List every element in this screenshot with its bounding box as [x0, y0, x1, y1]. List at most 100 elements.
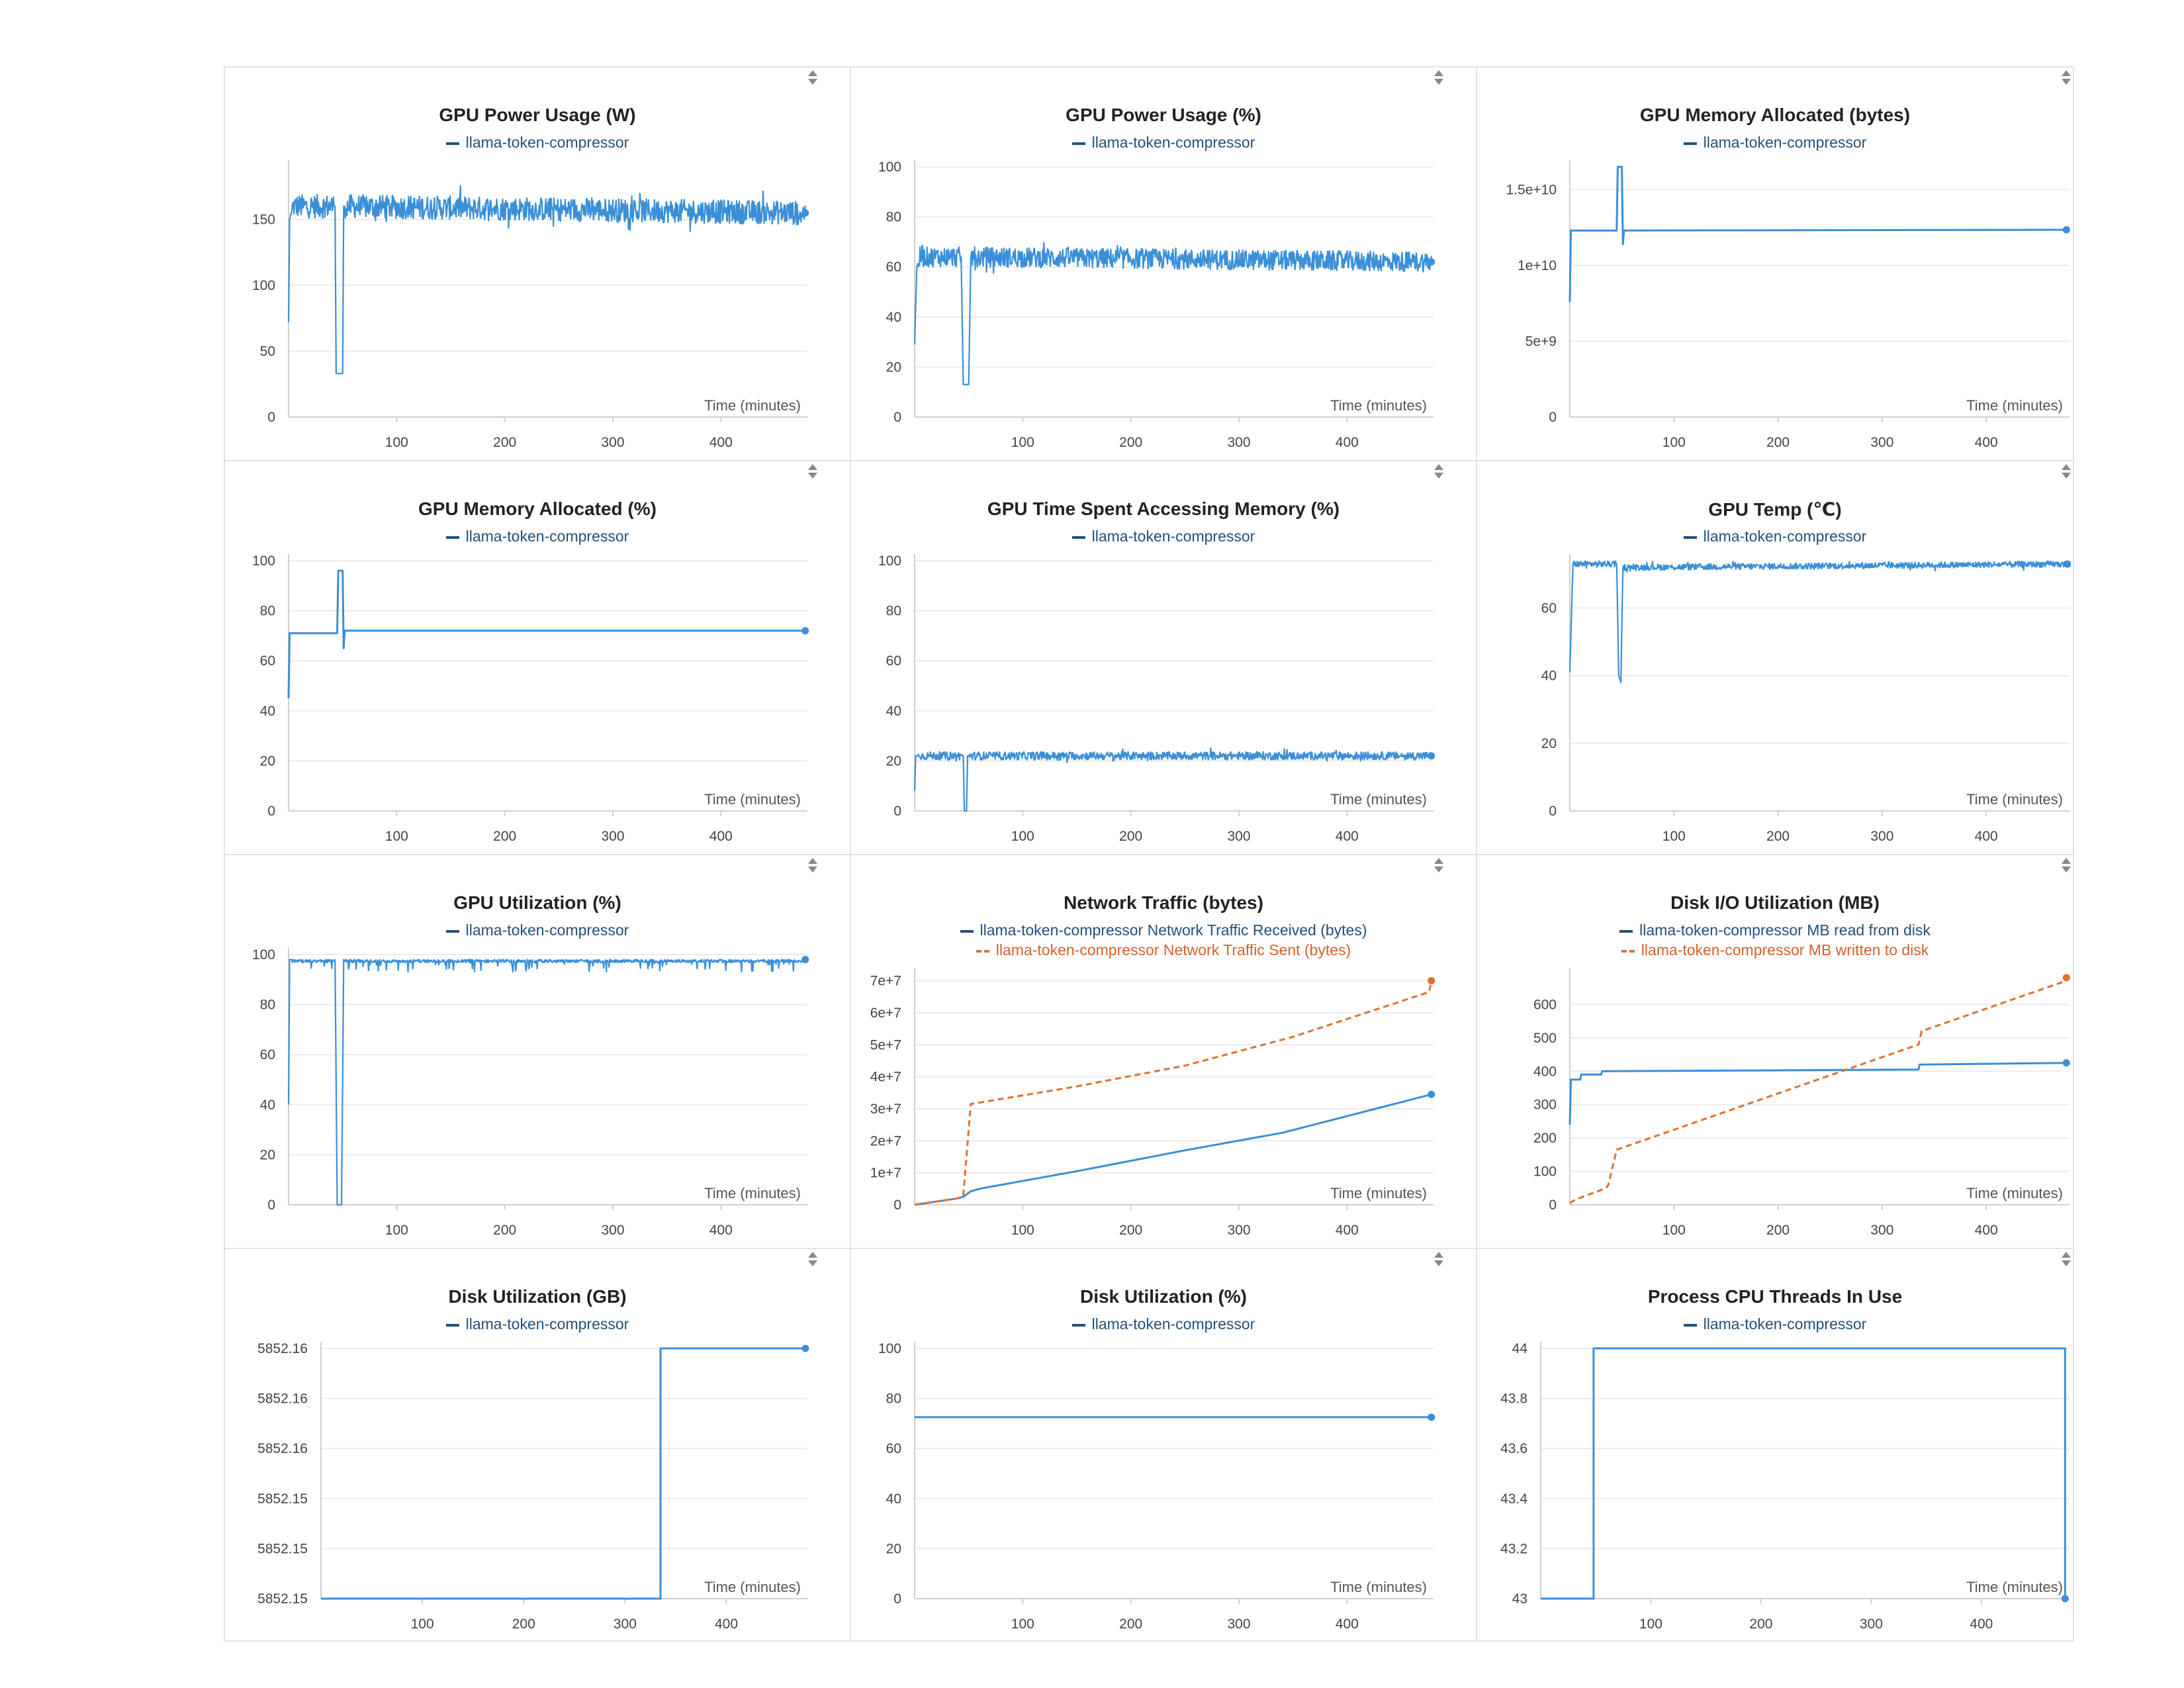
y-tick-label: 3e+7	[870, 1102, 901, 1117]
x-axis-label: Time (minutes)	[1330, 791, 1427, 808]
chart-legend[interactable]: llama-token-compressor	[851, 1314, 1476, 1334]
chart-legend[interactable]: llama-token-compressor Network Traffic R…	[851, 920, 1476, 960]
plot-svg: 5852.15 5852.15 5852.15 5852.16 5852.16 5852.…	[257, 1341, 809, 1632]
chart-legend[interactable]: llama-token-compressor	[851, 526, 1476, 546]
y-tick-label: 5852.15	[257, 1541, 308, 1556]
chart-legend[interactable]: llama-token-compressor	[225, 920, 850, 940]
chart-panel: Disk Utilization (%) llama-token-compress…	[850, 1248, 1477, 1642]
legend-entry[interactable]: llama-token-compressor MB written to dis…	[1477, 940, 2073, 960]
chart-title: Disk Utilization (%)	[1079, 1286, 1247, 1307]
chart-legend[interactable]: llama-token-compressor	[225, 1314, 850, 1334]
series-line	[321, 1347, 805, 1600]
x-axis-label: Time (minutes)	[1330, 397, 1427, 414]
chart-legend[interactable]: llama-token-compressor	[1477, 132, 2073, 152]
y-tick-label: 40	[1541, 669, 1557, 684]
plot-svg: 43 43.2 43.4 43.6 43.8 44 100 200 300 400 Time (mi…	[1500, 1341, 2070, 1632]
legend-entry[interactable]: llama-token-compressor	[225, 526, 850, 546]
sort-arrows-icon[interactable]	[806, 1249, 819, 1269]
y-tick-label: 60	[260, 1047, 275, 1062]
y-tick-label: 500	[1533, 1031, 1557, 1046]
sort-arrows-icon[interactable]	[1432, 461, 1445, 481]
x-tick-label: 300	[1870, 829, 1893, 844]
y-tick-label: 50	[260, 344, 275, 359]
sort-arrows-icon[interactable]	[1432, 1249, 1445, 1269]
x-tick-label: 300	[601, 829, 624, 844]
plot-svg: 0 5e+9 1e+10 1.5e+10 100 200 300 400 Time (minut…	[1506, 160, 2070, 450]
x-tick-label: 400	[1975, 435, 1998, 450]
legend-entry[interactable]: llama-token-compressor	[1477, 1314, 2073, 1334]
chart-title: Process CPU Threads In Use	[1647, 1286, 1903, 1307]
series-line	[287, 959, 806, 1206]
chart-panel: GPU Power Usage (%) llama-token-compresso…	[850, 66, 1477, 461]
legend-swatch	[445, 929, 459, 933]
sort-arrows-icon[interactable]	[806, 68, 819, 87]
legend-entry[interactable]: llama-token-compressor	[1477, 132, 2073, 152]
x-tick-label: 100	[385, 1223, 408, 1238]
sort-arrows-icon[interactable]	[2060, 1249, 2073, 1269]
y-tick-label: 100	[1533, 1164, 1557, 1180]
series-line	[913, 747, 1432, 812]
y-tick-label: 1.5e+10	[1506, 182, 1557, 197]
y-tick-label: 60	[1541, 601, 1557, 616]
legend-entry[interactable]: llama-token-compressor	[225, 1314, 850, 1334]
chart-panel: GPU Power Usage (W) llama-token-compresso…	[224, 66, 851, 461]
legend-entry[interactable]: llama-token-compressor	[851, 526, 1476, 546]
legend-entry[interactable]: llama-token-compressor MB read from disk	[1477, 920, 2073, 940]
x-axis-label: Time (minutes)	[1330, 1579, 1427, 1595]
x-tick-label: 200	[1766, 435, 1790, 450]
chart-legend[interactable]: llama-token-compressor	[225, 132, 850, 152]
legend-entry[interactable]: llama-token-compressor	[1477, 526, 2073, 546]
x-tick-label: 300	[1870, 1223, 1893, 1238]
legend-entry[interactable]: llama-token-compressor Network Traffic S…	[851, 940, 1476, 960]
x-tick-label: 400	[1975, 1223, 1998, 1238]
chart-legend[interactable]: llama-token-compressor	[225, 526, 850, 546]
chart-legend[interactable]: llama-token-compressor MB read from disk…	[1477, 920, 2073, 960]
y-tick-label: 6e+7	[870, 1006, 901, 1021]
legend-swatch	[445, 536, 459, 539]
legend-swatch	[1071, 1323, 1085, 1327]
sort-arrows-icon[interactable]	[2060, 461, 2073, 481]
y-tick-label: 7e+7	[870, 974, 901, 989]
y-tick-label: 60	[260, 653, 275, 669]
sort-arrows-icon[interactable]	[1432, 68, 1445, 87]
y-tick-label: 0	[1549, 1197, 1557, 1213]
series-end-point	[801, 627, 809, 635]
x-tick-label: 300	[1227, 1223, 1250, 1238]
chart-legend[interactable]: llama-token-compressor	[851, 132, 1476, 152]
sort-arrows-icon[interactable]	[806, 855, 819, 875]
legend-entry[interactable]: llama-token-compressor	[851, 1314, 1476, 1334]
y-tick-label: 0	[893, 1197, 901, 1213]
x-axis-label: Time (minutes)	[704, 1579, 801, 1595]
legend-label: llama-token-compressor	[1091, 1315, 1255, 1333]
x-tick-label: 400	[1336, 1223, 1359, 1238]
series-line	[1569, 1062, 2067, 1125]
legend-entry[interactable]: llama-token-compressor	[225, 920, 850, 940]
chart-legend[interactable]: llama-token-compressor	[1477, 1314, 2073, 1334]
sort-arrows-icon[interactable]	[1432, 855, 1445, 875]
sort-arrows-icon[interactable]	[2060, 855, 2073, 875]
legend-entry[interactable]: llama-token-compressor Network Traffic R…	[851, 920, 1476, 940]
legend-entry[interactable]: llama-token-compressor	[851, 132, 1476, 152]
series-line	[287, 185, 806, 375]
chart-legend[interactable]: llama-token-compressor	[1477, 526, 2073, 546]
series-line	[1569, 560, 2068, 683]
x-tick-label: 100	[1011, 1617, 1034, 1632]
legend-entry[interactable]: llama-token-compressor	[225, 132, 850, 152]
chart-panel: GPU Utilization (%) llama-token-compresso…	[224, 854, 851, 1249]
series-end-point	[1428, 1090, 1435, 1098]
y-tick-label: 20	[1541, 736, 1557, 751]
chart-panel: Disk I/O Utilization (MB) llama-token-com…	[1476, 854, 2074, 1249]
x-tick-label: 200	[1766, 829, 1790, 844]
sort-arrows-icon[interactable]	[806, 461, 819, 481]
x-tick-label: 200	[493, 435, 516, 450]
y-tick-label: 60	[886, 653, 901, 669]
x-tick-label: 200	[1749, 1617, 1772, 1632]
y-tick-label: 0	[267, 410, 275, 425]
sort-arrows-icon[interactable]	[2060, 68, 2073, 87]
chart-title: Network Traffic (bytes)	[1064, 892, 1263, 913]
x-tick-label: 100	[1011, 1223, 1034, 1238]
y-tick-label: 40	[886, 704, 901, 719]
y-tick-label: 1e+10	[1518, 258, 1557, 273]
legend-swatch	[1071, 536, 1085, 539]
plot-svg: 0 100 200 300 400 500 600 100 200 300 400 Time (min…	[1533, 968, 2070, 1238]
